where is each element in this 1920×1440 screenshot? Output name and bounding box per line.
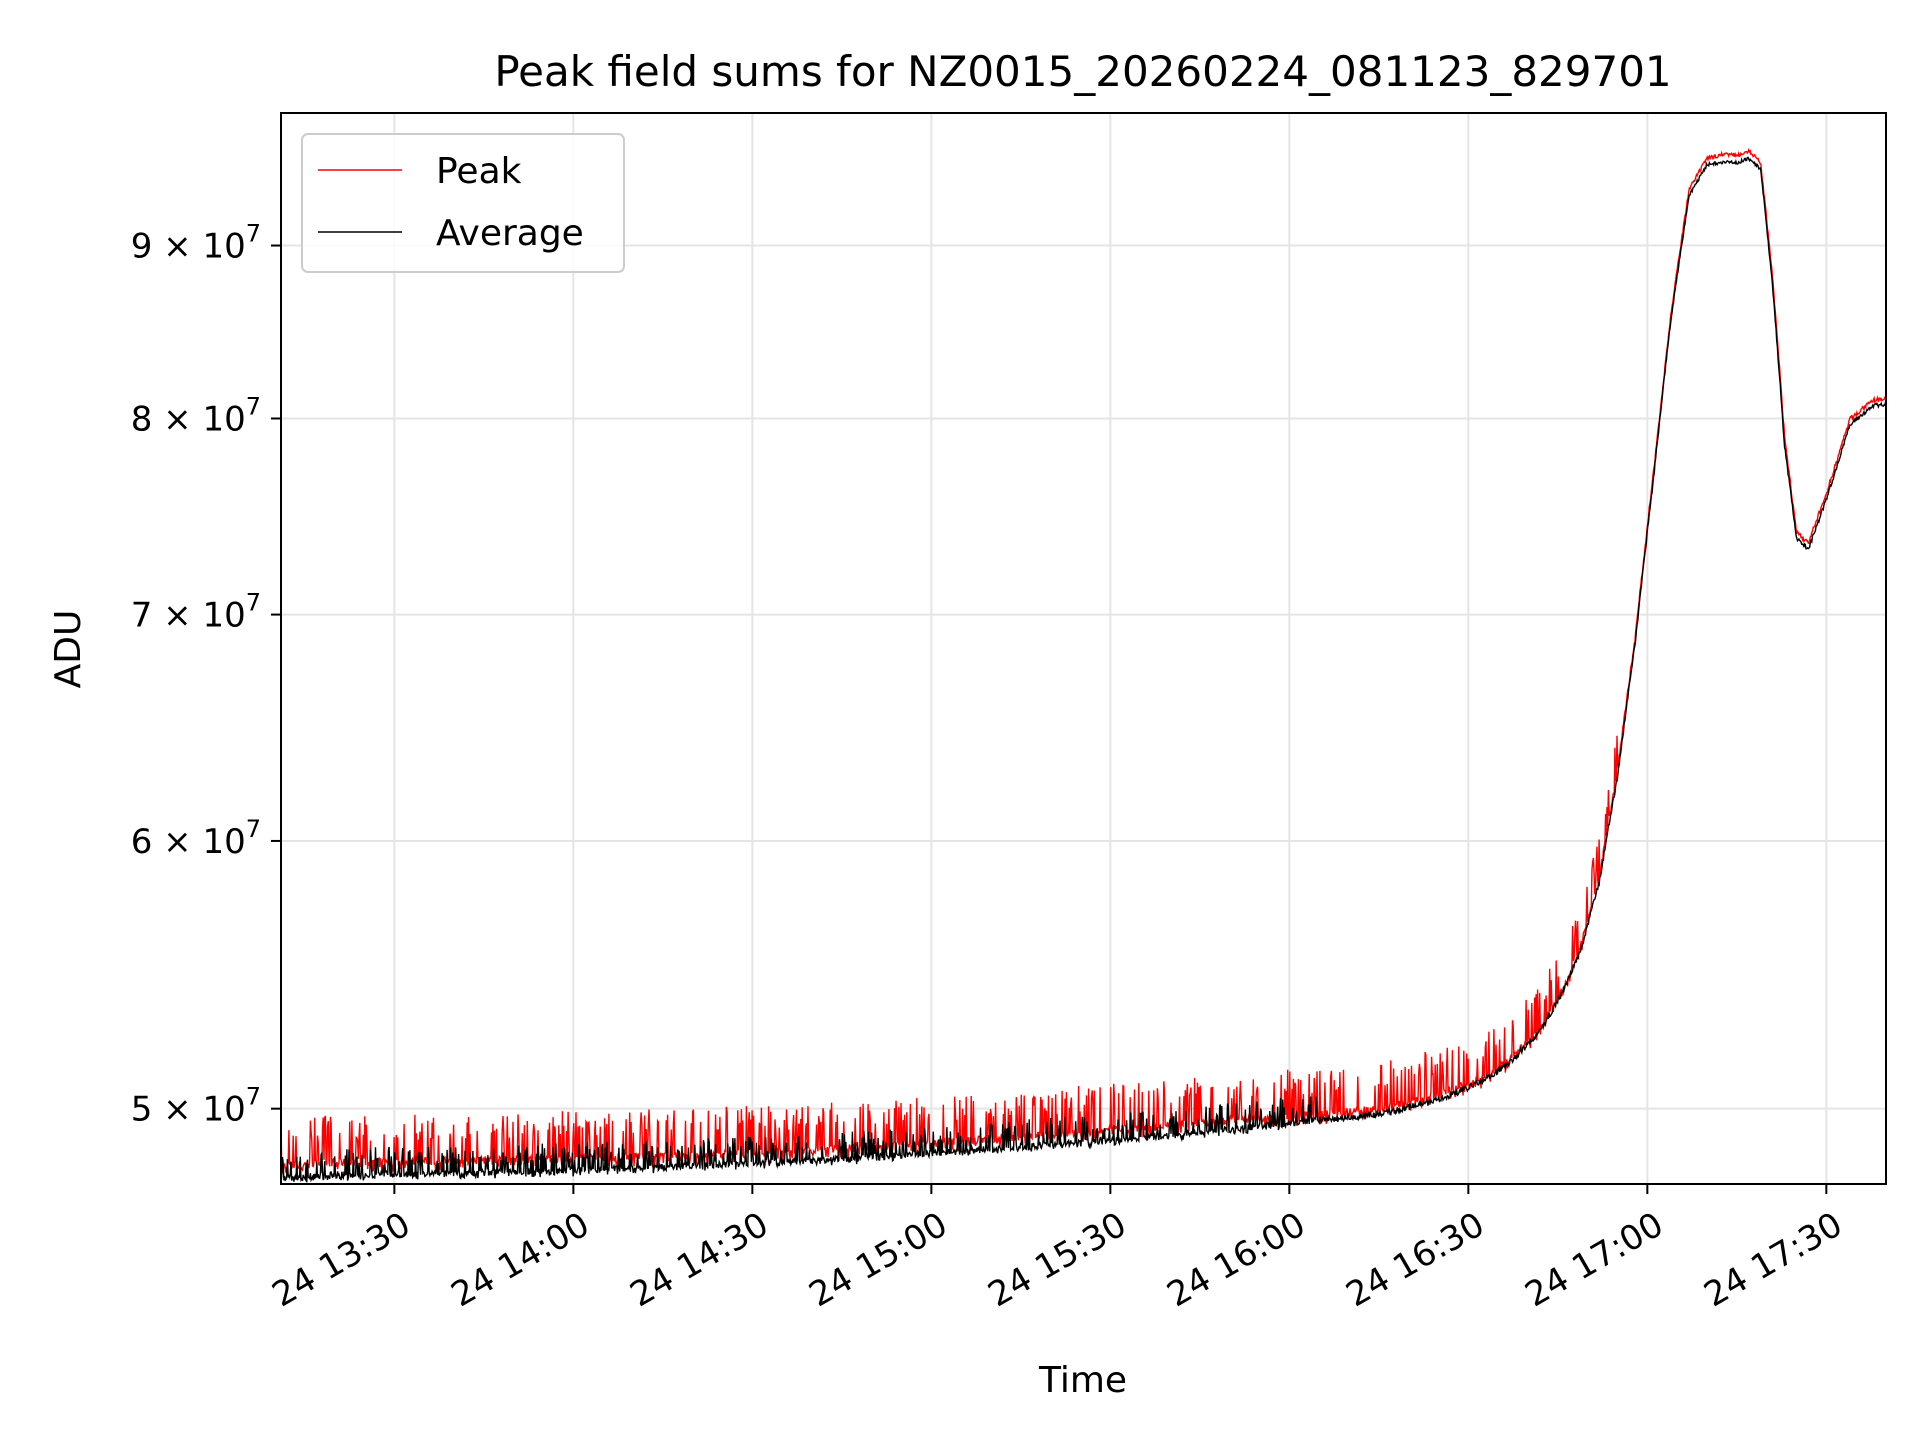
- chart-title: Peak field sums for NZ0015_20260224_0811…: [494, 47, 1671, 96]
- series-line-average: [281, 156, 1886, 1183]
- series-lines: [281, 147, 1886, 1183]
- plot-frame: [280, 112, 1887, 1185]
- y-tick-label: 7 × 107: [131, 589, 261, 636]
- grid-lines: [281, 113, 1886, 1184]
- y-axis-label: ADU: [48, 610, 89, 689]
- y-tick-label: 6 × 107: [131, 815, 261, 862]
- y-tick-label: 9 × 107: [131, 220, 261, 267]
- y-tick-label: 8 × 107: [131, 392, 261, 439]
- x-axis-label: Time: [1038, 1360, 1127, 1401]
- legend: Peak Average: [301, 133, 625, 273]
- legend-peak-label: Peak: [436, 151, 522, 192]
- legend-average-label: Average: [436, 213, 584, 254]
- legend-box: [301, 133, 625, 273]
- y-tick-label: 5 × 107: [131, 1083, 261, 1130]
